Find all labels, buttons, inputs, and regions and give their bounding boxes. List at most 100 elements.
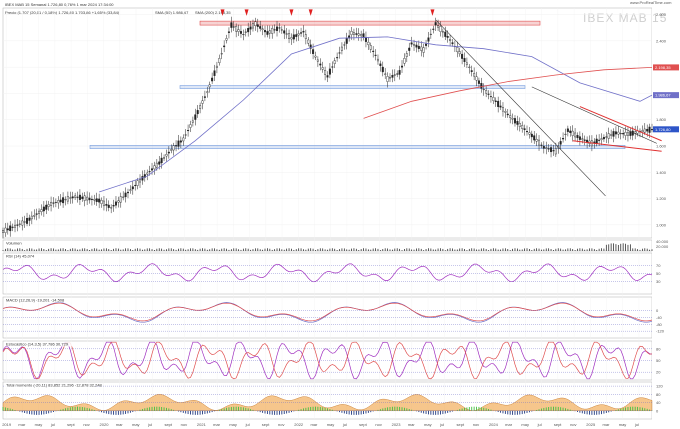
- candle-body: [622, 133, 625, 135]
- candle-body: [35, 213, 38, 215]
- candle-body: [386, 76, 389, 82]
- candle-body: [355, 33, 358, 35]
- candle-body: [110, 207, 113, 209]
- candle-body: [288, 33, 291, 40]
- indicator-tick-label: 50: [656, 271, 661, 276]
- candle-body: [518, 122, 521, 127]
- candle-body: [102, 200, 105, 207]
- candle-body: [71, 196, 74, 199]
- candle-body: [641, 130, 644, 132]
- x-tick-label: mar: [18, 422, 26, 427]
- candle-body: [405, 53, 408, 57]
- panel-label-bg: [4, 297, 94, 303]
- indicator-tick-label: 30: [656, 279, 661, 284]
- candle-body: [30, 215, 33, 220]
- x-tick-label: sept: [67, 422, 75, 427]
- ohlc-line: Precio (1.707 (20,01 / 0,18%) 1.726,80 1…: [5, 10, 120, 15]
- candle-body: [194, 114, 197, 120]
- x-tick-label: may: [35, 422, 43, 427]
- candle-body: [554, 148, 557, 155]
- panel-labels: Volumen RSI (14) 45,074 MACD (12,26,9) -19…: [4, 240, 103, 388]
- main-downtrend-line: [435, 19, 606, 197]
- x-tick-label: 2019: [2, 422, 12, 427]
- candle-body: [165, 154, 168, 157]
- candle-body: [292, 34, 295, 40]
- candle-body: [360, 34, 363, 37]
- x-tick-label: may: [521, 422, 529, 427]
- candle-body: [576, 135, 579, 139]
- candle-body: [528, 132, 531, 135]
- candle-body: [651, 129, 654, 131]
- candle-body: [530, 133, 533, 138]
- candle-body: [523, 128, 526, 130]
- candle-body: [403, 58, 406, 64]
- candle-body: [362, 33, 365, 38]
- candle-body: [617, 131, 620, 135]
- candle-body: [312, 49, 315, 54]
- momentum-area: [2, 394, 653, 411]
- candle-body: [629, 131, 632, 136]
- panel-label-bg: [4, 253, 94, 259]
- candle-body: [170, 149, 173, 151]
- x-tick-label: may: [327, 422, 335, 427]
- candle-body: [182, 137, 185, 142]
- candle-body: [612, 131, 615, 137]
- candle-body: [300, 32, 303, 34]
- price-tick-label: 2.400: [656, 38, 667, 43]
- rsi-line: [2, 263, 653, 283]
- trendlines: [220, 9, 662, 197]
- stoch-d-line: [2, 341, 653, 380]
- candle-body: [276, 26, 279, 31]
- candle-body: [345, 37, 348, 44]
- candle-body: [391, 75, 394, 78]
- candle-body: [223, 45, 226, 48]
- price-tick-label: 1.200: [656, 196, 667, 201]
- candle-body: [88, 197, 91, 201]
- candle-body: [107, 204, 110, 208]
- price-tick-label: 1.600: [656, 144, 667, 149]
- candle-body: [50, 201, 53, 206]
- x-tick-label: nov: [278, 422, 284, 427]
- candle-body: [14, 224, 17, 228]
- indicator-tick-label: 70: [656, 263, 661, 268]
- candle-body: [4, 227, 7, 233]
- candle-body: [316, 59, 319, 62]
- candle-body: [328, 68, 331, 75]
- candle-body: [78, 194, 81, 200]
- indicator-tick-label: -80: [656, 322, 663, 327]
- candle-body: [326, 75, 329, 78]
- indicator-tick-label: 40: [656, 400, 661, 405]
- candle-body: [230, 22, 233, 28]
- candle-body: [76, 196, 79, 198]
- candle-body: [9, 225, 12, 232]
- candle-body: [331, 66, 334, 68]
- candle-body: [6, 228, 9, 231]
- candle-body: [40, 209, 43, 213]
- candle-body: [242, 34, 245, 36]
- candle-body: [227, 31, 230, 33]
- candle-body: [465, 62, 468, 65]
- panel-label: Volumen: [6, 240, 22, 245]
- x-tick-label: 2020: [100, 422, 110, 427]
- panel-label-bg: [4, 382, 94, 388]
- candle-body: [340, 46, 343, 51]
- candle-body: [324, 70, 327, 75]
- price-tick-label: 1.800: [656, 117, 667, 122]
- sma50-legend: SMA (50) 1.986,67: [155, 10, 189, 15]
- candle-body: [574, 132, 577, 138]
- candle-body: [451, 42, 454, 45]
- candle-body: [112, 205, 115, 207]
- candle-body: [23, 221, 26, 223]
- x-tick-label: jul: [245, 422, 250, 427]
- candle-body: [187, 130, 190, 132]
- candle-body: [117, 200, 120, 203]
- top-5-marker: [430, 9, 435, 16]
- candle-body: [21, 220, 24, 226]
- candle-body: [384, 73, 387, 75]
- price-tag-bg: [653, 64, 679, 71]
- candle-body: [285, 33, 288, 35]
- candle-body: [581, 138, 584, 140]
- x-tick-label: mar: [116, 422, 124, 427]
- x-tick-label: mar: [603, 422, 611, 427]
- candle-body: [463, 58, 466, 62]
